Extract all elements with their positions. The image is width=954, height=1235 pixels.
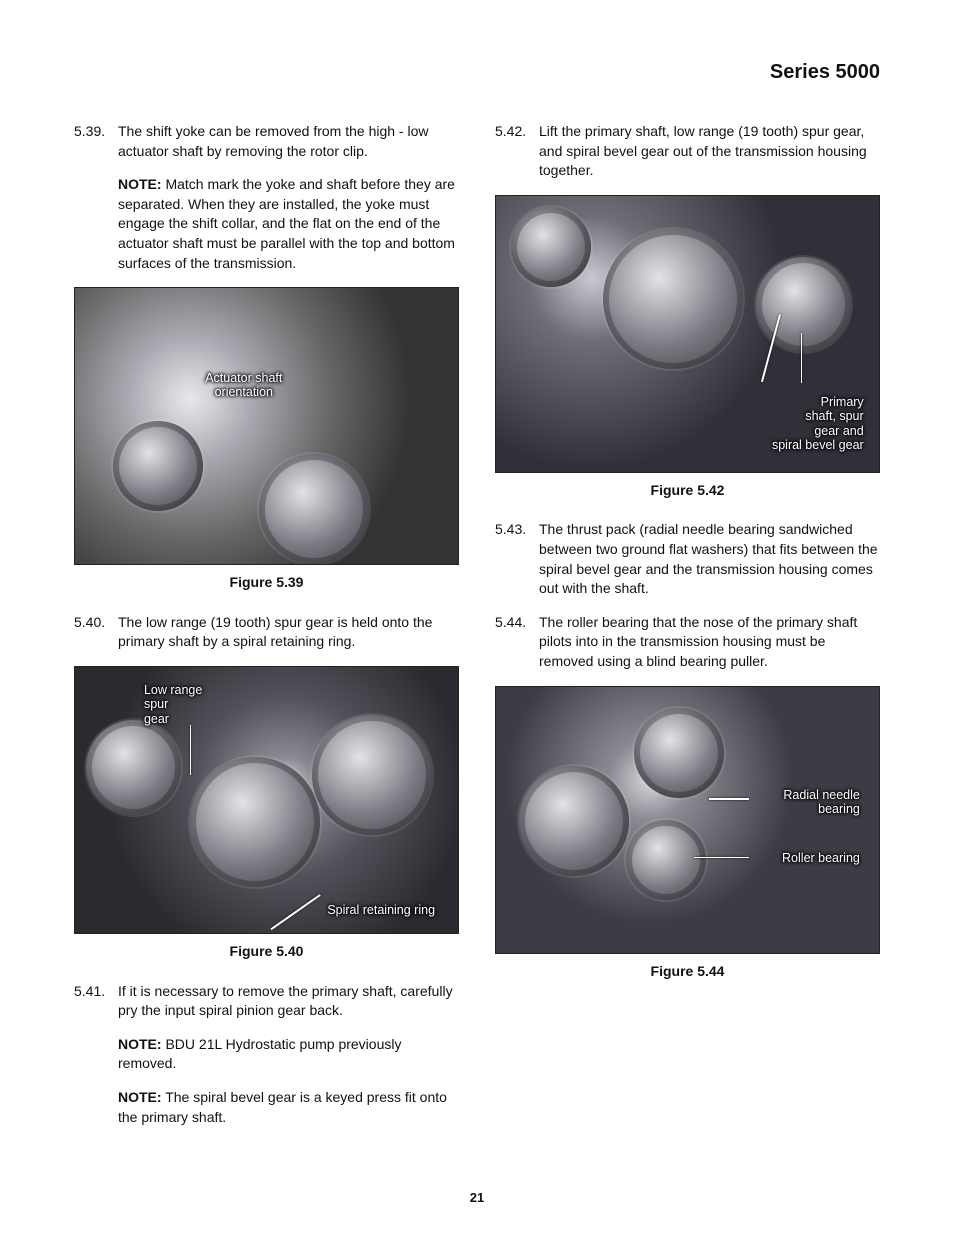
step-text: Lift the primary shaft, low range (19 to…: [539, 122, 880, 181]
figure-image: Actuator shaft orientation: [74, 287, 459, 565]
figure-5-42: Primary shaft, spur gear and spiral beve…: [495, 195, 880, 501]
note-5-39: NOTE: Match mark the yoke and shaft befo…: [118, 175, 459, 273]
note-text: Match mark the yoke and shaft before the…: [118, 176, 455, 270]
step-text: The thrust pack (radial needle bearing s…: [539, 520, 880, 598]
gear-icon: [113, 421, 203, 511]
gear-icon: [634, 708, 724, 798]
note-text: The spiral bevel gear is a keyed press f…: [118, 1089, 447, 1125]
figure-caption: Figure 5.44: [495, 962, 880, 982]
step-text: The low range (19 tooth) spur gear is he…: [118, 613, 459, 652]
left-column: 5.39. The shift yoke can be removed from…: [74, 122, 459, 1141]
callout-radial-needle-bearing: Radial needle bearing: [783, 788, 859, 817]
step-5-40: 5.40. The low range (19 tooth) spur gear…: [74, 613, 459, 652]
figure-caption: Figure 5.40: [74, 942, 459, 962]
step-number: 5.44.: [495, 613, 539, 672]
step-5-43: 5.43. The thrust pack (radial needle bea…: [495, 520, 880, 598]
figure-caption: Figure 5.42: [495, 481, 880, 501]
note-label: NOTE:: [118, 1089, 162, 1105]
step-number: 5.41.: [74, 982, 118, 1021]
figure-5-40: Low range spur gear Spiral retaining rin…: [74, 666, 459, 962]
note-5-41b: NOTE: The spiral bevel gear is a keyed p…: [118, 1088, 459, 1127]
figure-5-39: Actuator shaft orientation Figure 5.39: [74, 287, 459, 593]
two-column-layout: 5.39. The shift yoke can be removed from…: [74, 122, 880, 1141]
step-number: 5.42.: [495, 122, 539, 181]
leader-line: [801, 333, 803, 383]
step-number: 5.39.: [74, 122, 118, 161]
gear-icon: [626, 820, 706, 900]
gear-icon: [756, 257, 851, 352]
step-5-44: 5.44. The roller bearing that the nose o…: [495, 613, 880, 672]
callout-roller-bearing: Roller bearing: [782, 851, 860, 865]
gear-icon: [519, 766, 629, 876]
figure-image: Primary shaft, spur gear and spiral beve…: [495, 195, 880, 473]
figure-image: Low range spur gear Spiral retaining rin…: [74, 666, 459, 934]
gear-icon: [190, 757, 320, 887]
callout-primary-shaft: Primary shaft, spur gear and spiral beve…: [772, 395, 864, 453]
right-column: 5.42. Lift the primary shaft, low range …: [495, 122, 880, 1141]
note-5-41a: NOTE: BDU 21L Hydrostatic pump previousl…: [118, 1035, 459, 1074]
gear-icon: [511, 207, 591, 287]
gear-icon: [86, 720, 181, 815]
step-number: 5.40.: [74, 613, 118, 652]
step-5-39: 5.39. The shift yoke can be removed from…: [74, 122, 459, 161]
figure-image: Radial needle bearing Roller bearing: [495, 686, 880, 954]
note-label: NOTE:: [118, 176, 162, 192]
step-5-41: 5.41. If it is necessary to remove the p…: [74, 982, 459, 1021]
step-text: The shift yoke can be removed from the h…: [118, 122, 459, 161]
page-header: Series 5000: [74, 58, 880, 86]
gear-icon: [312, 715, 432, 835]
step-5-42: 5.42. Lift the primary shaft, low range …: [495, 122, 880, 181]
leader-line: [694, 857, 749, 859]
leader-line: [709, 798, 749, 800]
step-text: If it is necessary to remove the primary…: [118, 982, 459, 1021]
leader-line: [190, 725, 192, 775]
step-number: 5.43.: [495, 520, 539, 598]
figure-5-44: Radial needle bearing Roller bearing Fig…: [495, 686, 880, 982]
callout-low-range-spur-gear: Low range spur gear: [144, 683, 202, 726]
note-label: NOTE:: [118, 1036, 162, 1052]
header-title: Series 5000: [770, 61, 880, 83]
page-number: 21: [0, 1189, 954, 1207]
callout-actuator-shaft: Actuator shaft orientation: [205, 371, 282, 400]
gear-icon: [603, 229, 743, 369]
gear-icon: [259, 454, 369, 564]
callout-spiral-retaining-ring: Spiral retaining ring: [327, 903, 435, 917]
step-text: The roller bearing that the nose of the …: [539, 613, 880, 672]
figure-caption: Figure 5.39: [74, 573, 459, 593]
